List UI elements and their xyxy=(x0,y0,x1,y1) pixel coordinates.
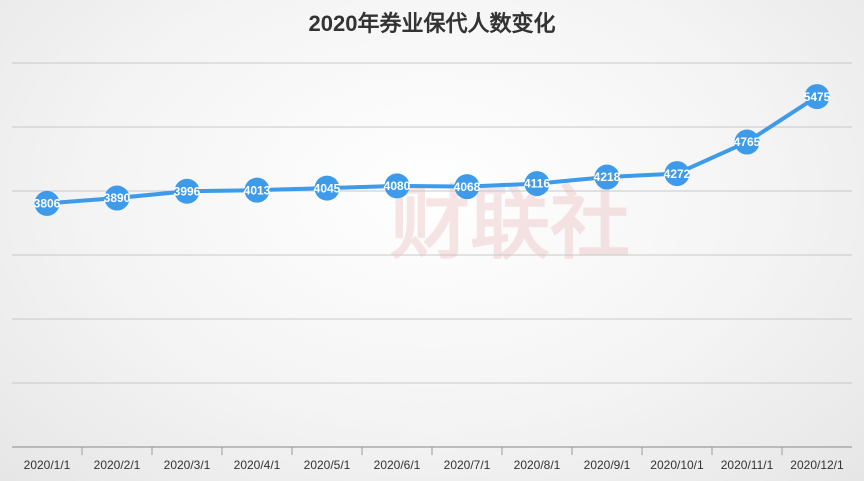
x-tick-label: 2020/3/1 xyxy=(164,458,211,472)
data-label: 4068 xyxy=(454,180,481,194)
data-label: 4765 xyxy=(734,135,761,149)
x-tick-label: 2020/10/1 xyxy=(650,458,704,472)
x-tick-label: 2020/4/1 xyxy=(234,458,281,472)
data-label: 4116 xyxy=(524,177,550,191)
data-label: 4080 xyxy=(384,179,411,193)
point xyxy=(384,173,410,199)
x-tick-label: 2020/12/1 xyxy=(790,458,844,472)
data-label: 3806 xyxy=(34,197,61,211)
data-label: 3890 xyxy=(104,191,131,205)
x-tick-label: 2020/8/1 xyxy=(514,458,561,472)
x-tick-label: 2020/7/1 xyxy=(444,458,491,472)
point xyxy=(594,164,620,190)
point xyxy=(804,84,830,110)
x-tick-label: 2020/1/1 xyxy=(24,458,71,472)
x-tick-label: 2020/9/1 xyxy=(584,458,631,472)
x-tick-label: 2020/6/1 xyxy=(374,458,421,472)
data-label: 4272 xyxy=(664,167,691,181)
point xyxy=(174,178,200,204)
point xyxy=(734,129,760,155)
data-label: 4013 xyxy=(244,183,271,197)
point xyxy=(244,177,270,203)
x-tick-label: 2020/2/1 xyxy=(94,458,141,472)
chart-title: 2020年券业保代人数变化 xyxy=(309,11,556,36)
data-label: 4045 xyxy=(314,181,341,195)
data-label: 4218 xyxy=(594,170,621,184)
point xyxy=(664,161,690,187)
point xyxy=(454,174,480,200)
x-tick-label: 2020/11/1 xyxy=(721,458,774,472)
data-label: 5475 xyxy=(804,90,831,104)
data-label: 3996 xyxy=(174,184,201,198)
point xyxy=(524,171,550,197)
point xyxy=(34,190,60,216)
point xyxy=(104,185,130,211)
point xyxy=(314,175,340,201)
x-tick-label: 2020/5/1 xyxy=(304,458,351,472)
watermark: 财联社 xyxy=(390,179,630,268)
line xyxy=(46,94,819,206)
